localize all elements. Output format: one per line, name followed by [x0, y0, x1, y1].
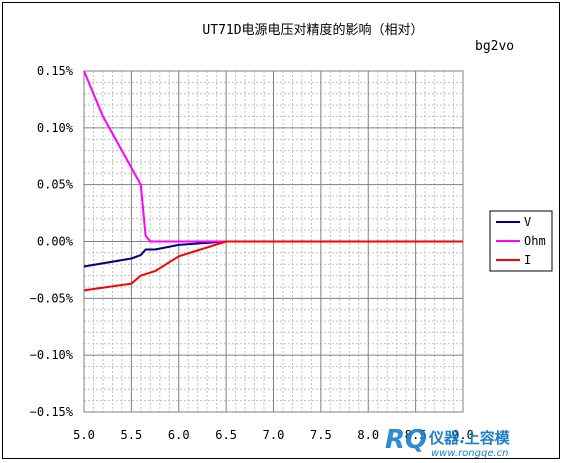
- y-axis-ticks: 0.15% 0.10% 0.05% 0.00% −0.05% −0.10% −0.15%: [30, 64, 74, 419]
- y-tick-label: −0.15%: [30, 405, 74, 419]
- legend-label-v: V: [524, 215, 531, 229]
- chart-svg: 0.15% 0.10% 0.05% 0.00% −0.05% −0.10% −0.15% 5…: [30, 22, 553, 459]
- y-tick-label: 0.10%: [37, 121, 74, 135]
- x-tick-label: 7.0: [263, 428, 285, 442]
- x-tick-label: 5.5: [121, 428, 143, 442]
- x-axis-ticks: 5.0 5.5 6.0 6.5 7.0 7.5 8.0 8.5 9.0: [73, 428, 474, 442]
- watermark-text: 仪器.上容模: [428, 429, 511, 447]
- y-tick-label: −0.10%: [30, 348, 74, 362]
- x-tick-label: 7.5: [310, 428, 332, 442]
- series-line-ohm: [83, 70, 463, 243]
- legend-label-ohm: Ohm: [524, 234, 546, 248]
- chart-subtitle: bg2vo: [475, 39, 514, 54]
- chart-frame: 0.15% 0.10% 0.05% 0.00% −0.05% −0.10% −0.15% 5…: [2, 2, 560, 459]
- chart-title: UT71D电源电压对精度的影响（相对）: [202, 22, 423, 38]
- watermark-url: www.rongqe.cn: [431, 448, 509, 459]
- y-tick-label: 0.15%: [37, 64, 74, 78]
- y-tick-label: 0.00%: [37, 235, 74, 249]
- legend-label-i: I: [524, 253, 531, 267]
- y-tick-label: 0.05%: [37, 178, 74, 192]
- x-tick-label: 6.0: [168, 428, 190, 442]
- x-tick-label: 5.0: [73, 428, 95, 442]
- x-tick-label: 8.0: [357, 428, 379, 442]
- watermark: RQ 仪器.上容模 www.rongqe.cn: [385, 425, 511, 459]
- series-line-i: [83, 240, 463, 292]
- series-layer: [83, 70, 463, 292]
- legend: V Ohm I: [489, 210, 553, 272]
- x-tick-label: 6.5: [215, 428, 237, 442]
- y-tick-label: −0.05%: [30, 291, 74, 305]
- x-tick-label: 9.0: [452, 428, 474, 442]
- watermark-logo: RQ: [385, 425, 427, 455]
- x-tick-label: 8.5: [405, 428, 427, 442]
